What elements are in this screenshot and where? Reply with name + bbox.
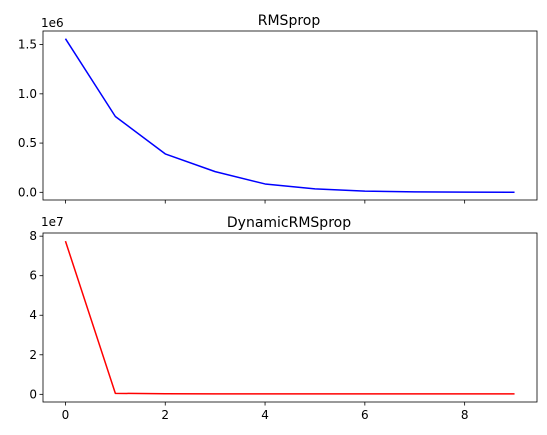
y-tick-label: 0 [29, 387, 37, 401]
y-tick-label: 1.5 [18, 38, 37, 52]
series-group [64, 240, 515, 395]
x-tick-label: 8 [461, 408, 469, 422]
y-tick-label: 0.5 [18, 136, 37, 150]
y-tick-label: 6 [29, 269, 37, 283]
series-line [64, 240, 515, 395]
y-offset-text: 1e6 [41, 16, 64, 30]
y-tick-label: 0.0 [18, 185, 37, 199]
y-tick-label: 1.0 [18, 87, 37, 101]
y-tick-label: 4 [29, 308, 37, 322]
subplot-rmsprop: RMSprop 1e6 0.0 0.5 1.0 1.5 [18, 13, 538, 204]
chart-title: DynamicRMSprop [227, 215, 351, 231]
y-tick-label: 2 [29, 348, 37, 362]
x-tick-label: 4 [261, 408, 269, 422]
subplot-dynamic-rmsprop: DynamicRMSprop 1e7 0 2 4 6 8 0 2 4 6 8 [29, 215, 538, 422]
series-line [64, 38, 515, 193]
y-offset-text: 1e7 [41, 215, 64, 229]
chart-title: RMSprop [258, 13, 321, 29]
x-tick-label: 0 [62, 408, 70, 422]
x-tick-label: 2 [161, 408, 169, 422]
axes-frame [42, 232, 538, 403]
axis-ticks: 0.0 0.5 1.0 1.5 [18, 38, 466, 204]
axes-frame [42, 30, 538, 201]
y-tick-label: 8 [29, 229, 37, 243]
axis-ticks: 0 2 4 6 8 0 2 4 6 8 [29, 229, 468, 422]
x-tick-label: 6 [361, 408, 369, 422]
series-group [64, 38, 515, 193]
